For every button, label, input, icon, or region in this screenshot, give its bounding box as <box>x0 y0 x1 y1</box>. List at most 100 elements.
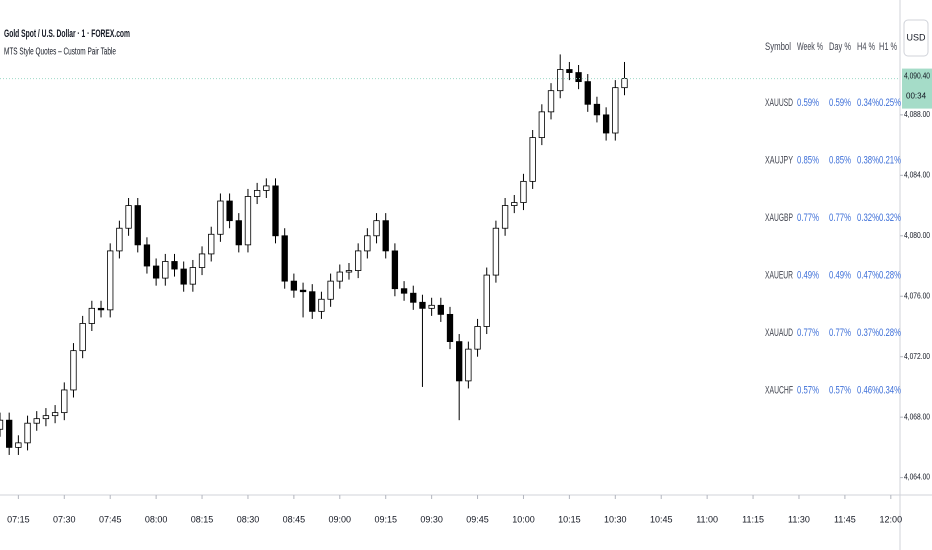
candle-body <box>88 307 95 324</box>
table-value: 0.21% <box>879 154 901 166</box>
table-value: 0.77% <box>797 327 819 339</box>
candle-body <box>419 301 426 309</box>
table-symbol: XAUJPY <box>765 154 793 166</box>
candle-body <box>511 202 518 206</box>
candle-body <box>143 244 151 267</box>
table-value: 0.85% <box>797 154 819 166</box>
table-value: 0.77% <box>829 212 851 224</box>
candle-body <box>538 111 545 138</box>
table-header: Week % <box>797 41 823 53</box>
table-symbol: XAUEUR <box>765 269 793 281</box>
candle-body <box>456 341 463 382</box>
table-value: 0.57% <box>797 384 819 396</box>
table-header: H4 % <box>857 41 875 53</box>
candle-body <box>621 78 628 89</box>
currency-label[interactable]: USD <box>906 32 926 42</box>
table-symbol: XAUCHF <box>765 384 793 396</box>
chart-title: Gold Spot / U.S. Dollar · 1 · FOREX.com <box>4 28 130 40</box>
candle-body <box>97 307 105 311</box>
table-value: 0.46% <box>857 384 879 396</box>
last-price-label: 4,090.40 <box>904 72 930 81</box>
candle-body <box>428 304 435 309</box>
y-tick-label: 4,080.00 <box>904 231 930 240</box>
candle-body <box>557 69 564 92</box>
table-value: 0.85% <box>829 154 851 166</box>
candle-body <box>189 267 197 285</box>
candle-body <box>208 233 215 255</box>
candle-body <box>593 103 601 116</box>
candle-body <box>382 220 389 252</box>
y-tick-label: 4,076.00 <box>904 291 930 300</box>
candle-body <box>51 412 59 417</box>
table-value: 0.34% <box>879 384 901 396</box>
candle-body <box>327 280 334 300</box>
candle-body <box>373 220 380 237</box>
table-value: 0.59% <box>829 97 851 109</box>
candle-body <box>410 292 417 303</box>
countdown: 00:34 <box>906 92 927 101</box>
candle-body <box>217 200 224 235</box>
table-value: 0.28% <box>879 269 901 281</box>
candle-body <box>575 72 582 83</box>
candle-body <box>336 271 343 282</box>
table-header: H1 % <box>879 41 897 53</box>
x-tick-label: 11:30 <box>788 514 810 524</box>
x-tick-label: 08:00 <box>145 514 168 524</box>
candle-body <box>602 114 610 134</box>
y-tick-label: 4,088.00 <box>904 110 930 119</box>
candle-body <box>345 270 353 273</box>
x-tick-label: 08:30 <box>237 514 260 524</box>
table-value: 0.25% <box>879 97 901 109</box>
x-tick-label: 09:30 <box>420 514 443 524</box>
candle-body <box>318 298 325 312</box>
candle-body <box>501 205 509 229</box>
currency-button[interactable] <box>903 19 929 57</box>
candle-body <box>33 418 40 424</box>
table-header: Symbol <box>765 41 791 53</box>
x-tick-label: 07:30 <box>53 514 76 524</box>
candle-body <box>364 235 371 252</box>
x-tick-label: 10:15 <box>558 514 581 524</box>
candle-body <box>299 289 307 293</box>
candle-body <box>446 313 454 342</box>
table-value: 0.34% <box>857 97 879 109</box>
table-value: 0.77% <box>797 212 819 224</box>
x-tick-label: 10:00 <box>512 514 535 524</box>
candle-body <box>492 227 500 276</box>
candle-body <box>465 348 472 382</box>
table-value: 0.47% <box>857 269 879 281</box>
table-value: 0.38% <box>857 154 879 166</box>
candle-body <box>0 419 4 430</box>
candle-body <box>107 250 114 311</box>
table-value: 0.37% <box>857 327 879 339</box>
candle-body <box>180 268 187 285</box>
candle-body <box>42 415 50 420</box>
candle-body <box>391 250 399 290</box>
x-tick-label: 11:15 <box>742 514 764 524</box>
x-tick-label: 10:30 <box>604 514 627 524</box>
candle-body <box>24 422 31 444</box>
candle-body <box>437 304 444 315</box>
candle-body <box>483 274 490 327</box>
candle-body <box>70 350 77 391</box>
candle-body <box>253 190 261 197</box>
candle-body <box>125 205 132 229</box>
x-tick-label: 09:15 <box>374 514 397 524</box>
x-tick-label: 12:00 <box>880 514 903 524</box>
table-value: 0.57% <box>829 384 851 396</box>
candle-body <box>309 291 316 312</box>
table-value: 0.49% <box>829 269 851 281</box>
candle-body <box>152 265 160 279</box>
table-value: 0.28% <box>879 327 901 339</box>
candle-body <box>520 180 527 203</box>
candle-body <box>263 185 270 191</box>
x-tick-label: 11:45 <box>834 514 856 524</box>
x-tick-label: 09:00 <box>329 514 352 524</box>
table-value: 0.49% <box>797 269 819 281</box>
candle-body <box>400 288 408 294</box>
candle-body <box>584 81 591 105</box>
candle-body <box>198 253 206 268</box>
candle-body <box>116 227 123 252</box>
x-tick-label: 10:45 <box>650 514 673 524</box>
